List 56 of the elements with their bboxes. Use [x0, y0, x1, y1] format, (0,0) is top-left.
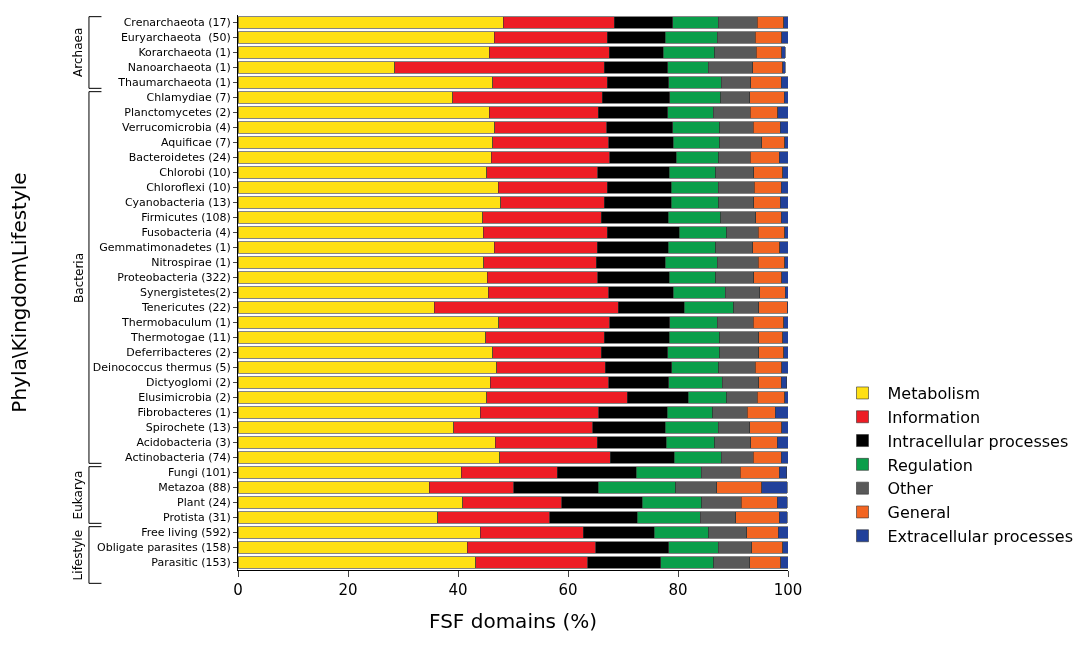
x-tick-label: 60 — [558, 581, 578, 599]
y-tick-label: Bacteroidetes (24) — [128, 151, 231, 165]
y-tick-label: Dictyoglomi (2) — [146, 376, 231, 390]
y-tick-label: Gemmatimonadetes (1) — [99, 241, 231, 255]
legend-label: Metabolism — [887, 384, 980, 404]
y-tick-label: Planctomycetes (2) — [124, 106, 231, 120]
y-tick-label: Crenarchaeota (17) — [123, 16, 231, 30]
y-tick-label: Korarchaeota (1) — [138, 46, 231, 60]
y-tick-label: Chlamydiae (7) — [146, 91, 231, 105]
y-tick-label: Thermotogae (11) — [129, 331, 231, 345]
y-tick-label: Spirochete (13) — [145, 421, 231, 435]
y-tick-label: Thaumarchaeota (1) — [117, 76, 231, 90]
y-tick-label: Chloroflexi (10) — [146, 181, 231, 195]
y-tick-label: Verrucomicrobia (4) — [122, 121, 231, 135]
legend-label: Other — [887, 479, 934, 499]
legend-label: Information — [887, 407, 981, 427]
text: Archaea — [70, 27, 85, 77]
x-tick-label: 100 — [773, 581, 803, 599]
y-tick-label: Metazoa (88) — [158, 481, 231, 495]
y-tick-label: Firmicutes (108) — [141, 211, 231, 225]
y-tick-label: Tenericutes (22) — [140, 301, 231, 315]
y-tick-label: Plant (24) — [177, 496, 231, 510]
y-tick-label: Euryarchaeota (50) — [120, 31, 231, 45]
y-tick-label: Synergistetes(2) — [139, 286, 231, 300]
y-tick-label: Free living (592) — [141, 526, 231, 540]
y-tick-label: Deferribacteres (2) — [126, 346, 231, 360]
text: Bacteria — [71, 252, 86, 303]
y-tick-label: Actinobacteria (74) — [125, 451, 231, 465]
text: Eukarya — [71, 470, 86, 520]
y-tick-label: Thermobaculum (1) — [121, 316, 231, 330]
legend-label: Regulation — [887, 455, 973, 475]
y-tick-label: Cyanobacteria (13) — [124, 196, 231, 210]
y-tick-label: Obligate parasites (158) — [97, 541, 231, 555]
y-tick-label: Nitrospirae (1) — [151, 256, 231, 270]
y-tick-label: Chlorobi (10) — [159, 166, 231, 180]
x-tick-label: 80 — [668, 581, 688, 599]
y-tick-label: Elusimicrobia (2) — [138, 391, 231, 405]
y-tick-label: Parasitic (153) — [151, 556, 231, 570]
text: Lifestyle — [71, 529, 86, 581]
y-tick-label: Fibrobacteres (1) — [137, 406, 231, 420]
y-tick-label: Fungi (101) — [168, 466, 231, 480]
x-tick-label: 40 — [448, 581, 468, 599]
y-tick-label: Nanoarchaeota (1) — [127, 61, 231, 75]
y-tick-label: Protista (31) — [163, 511, 231, 525]
y-axis-title: Phyla\Kingdom\Lifestyle — [7, 172, 32, 413]
y-tick-label: Proteobacteria (322) — [117, 271, 231, 285]
x-tick-label: 20 — [338, 581, 358, 599]
y-tick-label: Deinococcus thermus (5) — [92, 361, 231, 375]
y-tick-label: Fusobacteria (4) — [141, 226, 231, 240]
legend-label: Intracellular processes — [887, 431, 1069, 451]
y-tick-label: Aquificae (7) — [160, 136, 231, 150]
x-tick-label: 0 — [233, 581, 243, 599]
legend-label: General — [887, 503, 951, 523]
y-tick-label: Acidobacteria (3) — [136, 436, 231, 450]
legend-label: Extracellular processes — [887, 526, 1073, 546]
x-axis-title: FSF domains (%) — [429, 608, 597, 633]
